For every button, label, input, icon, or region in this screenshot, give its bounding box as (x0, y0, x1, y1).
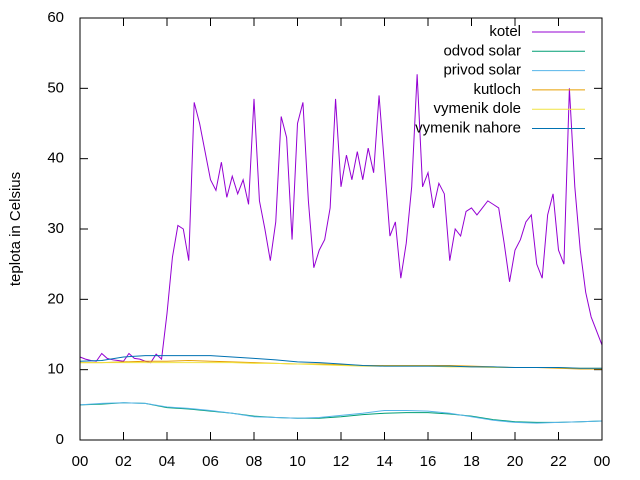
legend-label: vymenik dole (433, 100, 521, 117)
legend-label: kutloch (473, 81, 521, 98)
x-tick-label: 12 (333, 453, 350, 470)
x-tick-label: 00 (594, 453, 611, 470)
plot-border (79, 17, 603, 441)
y-tick-label: 60 (47, 9, 64, 26)
legend-label: kotel (489, 23, 521, 40)
y-tick-label: 40 (47, 150, 64, 167)
y-axis-label: teplota in Celsius (7, 172, 24, 286)
y-tick-label: 50 (47, 79, 64, 96)
series-line (79, 74, 603, 364)
series-line (79, 355, 602, 369)
x-tick-label: 04 (159, 453, 176, 470)
y-tick-label: 10 (47, 361, 64, 378)
legend-label: vymenik nahore (415, 119, 521, 136)
x-tick-label: 00 (72, 453, 89, 470)
x-tick-label: 20 (507, 453, 524, 470)
x-tick-label: 14 (376, 453, 393, 470)
series-line (79, 402, 603, 423)
legend-label: privod solar (443, 62, 521, 79)
y-tick-label: 30 (47, 220, 64, 237)
series-line (79, 402, 603, 424)
x-tick-label: 10 (289, 453, 306, 470)
x-tick-label: 22 (550, 453, 567, 470)
x-tick-label: 06 (202, 453, 219, 470)
x-tick-label: 08 (246, 453, 263, 470)
y-tick-label: 0 (56, 431, 64, 448)
x-tick-label: 18 (463, 453, 480, 470)
y-tick-label: 20 (47, 290, 64, 307)
x-tick-label: 16 (420, 453, 437, 470)
x-tick-label: 02 (115, 453, 132, 470)
legend-label: odvod solar (443, 42, 521, 59)
